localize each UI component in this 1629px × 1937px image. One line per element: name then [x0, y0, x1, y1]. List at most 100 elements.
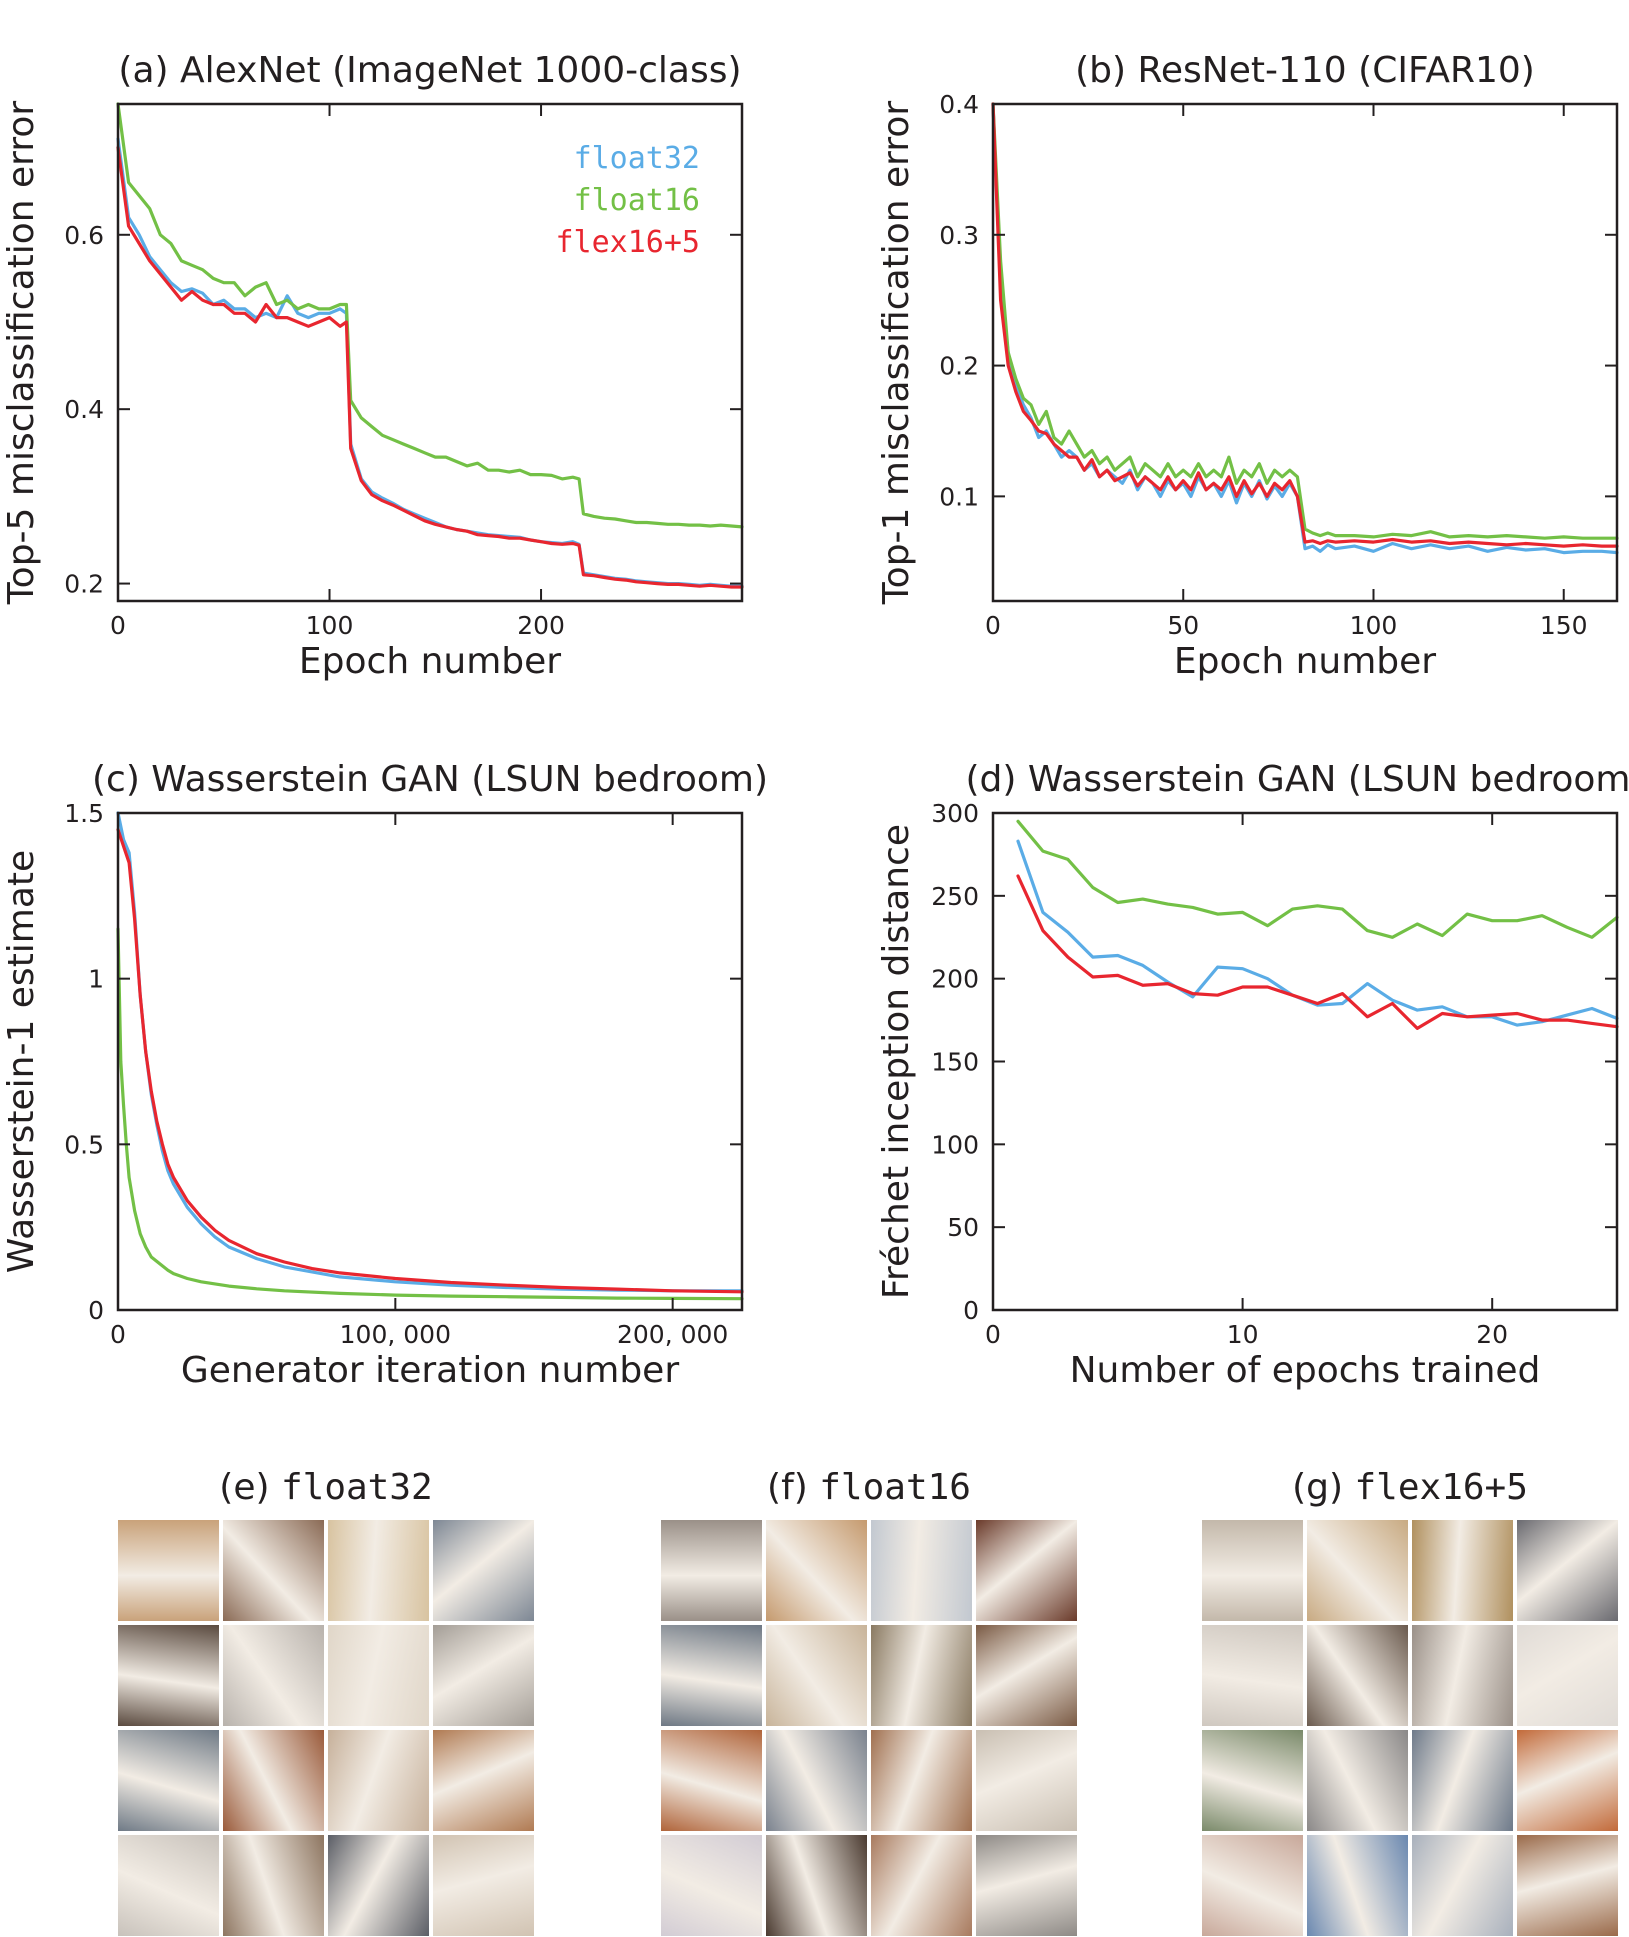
series-line-float32 [991, 102, 1619, 555]
legend-entry-float32: float32 [574, 141, 700, 176]
generated-bedroom-image [1202, 1730, 1303, 1831]
sample-grid-title-code: float32 [280, 1467, 433, 1508]
sample-grid-title: (e) float32 [219, 1467, 432, 1508]
x-axis-label: Number of epochs trained [1070, 1350, 1541, 1391]
generated-bedroom-image [328, 1520, 429, 1621]
generated-bedroom-image [223, 1520, 324, 1621]
sample-grid-title-code: flex16+5 [1354, 1467, 1528, 1508]
generated-bedroom-image [871, 1625, 972, 1726]
x-tick-label: 0 [985, 1320, 1001, 1349]
y-tick-label: 0.5 [64, 1130, 104, 1159]
x-axis-label: Epoch number [299, 641, 561, 682]
chart-title: (c) Wasserstein GAN (LSUN bedroom) [92, 759, 768, 800]
x-tick-label: 0 [985, 611, 1001, 640]
generated-bedroom-image [223, 1835, 324, 1936]
chart-c: (c) Wasserstein GAN (LSUN bedroom) 0 100, … [1, 759, 768, 1391]
generated-bedroom-image [118, 1730, 219, 1831]
plot-frame [991, 811, 1619, 1312]
generated-bedroom-image [1517, 1835, 1618, 1936]
sample-grid-title: (f) float16 [767, 1467, 971, 1508]
sample-grid-title: (g) flex16+5 [1292, 1467, 1528, 1508]
generated-bedroom-image [1202, 1520, 1303, 1621]
generated-bedroom-image [118, 1835, 219, 1936]
generated-bedroom-image [1307, 1520, 1408, 1621]
x-tick-label: 50 [1167, 611, 1199, 640]
sample-grid-title-prefix: (f) [767, 1467, 820, 1508]
generated-bedroom-image [766, 1730, 867, 1831]
legend-entry-flex16+5: flex16+5 [556, 225, 701, 260]
chart-d: (d) Wasserstein GAN (LSUN bedroom) 0 10 200… [876, 759, 1629, 1391]
generated-bedroom-image [661, 1520, 762, 1621]
generated-bedroom-image [661, 1625, 762, 1726]
x-tick-label: 100 [1350, 611, 1398, 640]
chart-title: (d) Wasserstein GAN (LSUN bedroom) [965, 759, 1629, 800]
legend-entry-float16: float16 [574, 183, 700, 218]
sample-grid-title-code: float16 [819, 1467, 971, 1508]
y-tick-label: 0.2 [939, 352, 979, 381]
y-axis-label: Top-1 misclassification error [876, 101, 917, 606]
plot-frame [116, 102, 744, 603]
x-tick-label: 0 [110, 611, 126, 640]
plot-frame [116, 811, 744, 1312]
series-line-float32 [1016, 839, 1619, 1027]
generated-bedroom-image [871, 1835, 972, 1936]
y-axis-label: Wasserstein-1 estimate [1, 850, 42, 1273]
generated-bedroom-image [976, 1835, 1077, 1936]
series-line-float16 [1016, 819, 1619, 939]
y-tick-label: 50 [947, 1213, 979, 1242]
y-tick-label: 0.4 [939, 90, 979, 119]
y-tick-label: 200 [931, 965, 979, 994]
generated-bedroom-image [976, 1730, 1077, 1831]
x-tick-label: 0 [110, 1320, 126, 1349]
sample-image-grid [661, 1520, 1077, 1936]
generated-bedroom-image [871, 1730, 972, 1831]
series-line-flex16+5 [116, 146, 744, 589]
generated-bedroom-image [328, 1730, 429, 1831]
generated-bedroom-image [661, 1730, 762, 1831]
generated-bedroom-image [1307, 1835, 1408, 1936]
series-line-float16 [991, 102, 1619, 540]
generated-bedroom-image [766, 1520, 867, 1621]
x-tick-label: 100 [306, 611, 354, 640]
x-tick-label: 100, 000 [340, 1320, 451, 1349]
generated-bedroom-image [1202, 1625, 1303, 1726]
generated-bedroom-image [1412, 1520, 1513, 1621]
generated-bedroom-image [1412, 1730, 1513, 1831]
generated-bedroom-image [1517, 1520, 1618, 1621]
generated-bedroom-image [433, 1625, 534, 1726]
generated-bedroom-image [223, 1625, 324, 1726]
y-tick-label: 100 [931, 1130, 979, 1159]
x-axis-label: Generator iteration number [181, 1350, 679, 1391]
x-tick-label: 20 [1476, 1320, 1508, 1349]
generated-bedroom-image [871, 1520, 972, 1621]
generated-bedroom-image [223, 1730, 324, 1831]
generated-bedroom-image [1412, 1835, 1513, 1936]
generated-bedroom-image [766, 1625, 867, 1726]
generated-bedroom-image [433, 1835, 534, 1936]
generated-bedroom-image [118, 1520, 219, 1621]
series-line-flex16+5 [116, 827, 744, 1294]
y-axis-label: Fréchet inception distance [876, 824, 917, 1299]
x-tick-label: 10 [1227, 1320, 1259, 1349]
generated-bedroom-image [1307, 1625, 1408, 1726]
generated-bedroom-image [1202, 1835, 1303, 1936]
sample-grid-title-prefix: (e) [219, 1467, 281, 1508]
chart-a: (a) AlexNet (ImageNet 1000-class) 0 100 200… [1, 50, 744, 682]
y-tick-label: 300 [931, 799, 979, 828]
sample-image-grid [118, 1520, 534, 1936]
y-axis-label: Top-5 misclassification error [1, 101, 42, 606]
y-tick-label: 0 [88, 1296, 104, 1325]
generated-bedroom-image [118, 1625, 219, 1726]
chart-title: (a) AlexNet (ImageNet 1000-class) [118, 50, 741, 91]
series-line-flex16+5 [991, 102, 1619, 548]
generated-bedroom-image [976, 1625, 1077, 1726]
y-tick-label: 150 [931, 1048, 979, 1077]
y-tick-label: 0.6 [64, 221, 104, 250]
series-line-float16 [116, 927, 744, 1301]
plot-frame [991, 102, 1619, 603]
generated-bedroom-image [661, 1835, 762, 1936]
y-tick-label: 0.2 [64, 570, 104, 599]
generated-bedroom-image [976, 1520, 1077, 1621]
x-tick-label: 200 [517, 611, 565, 640]
